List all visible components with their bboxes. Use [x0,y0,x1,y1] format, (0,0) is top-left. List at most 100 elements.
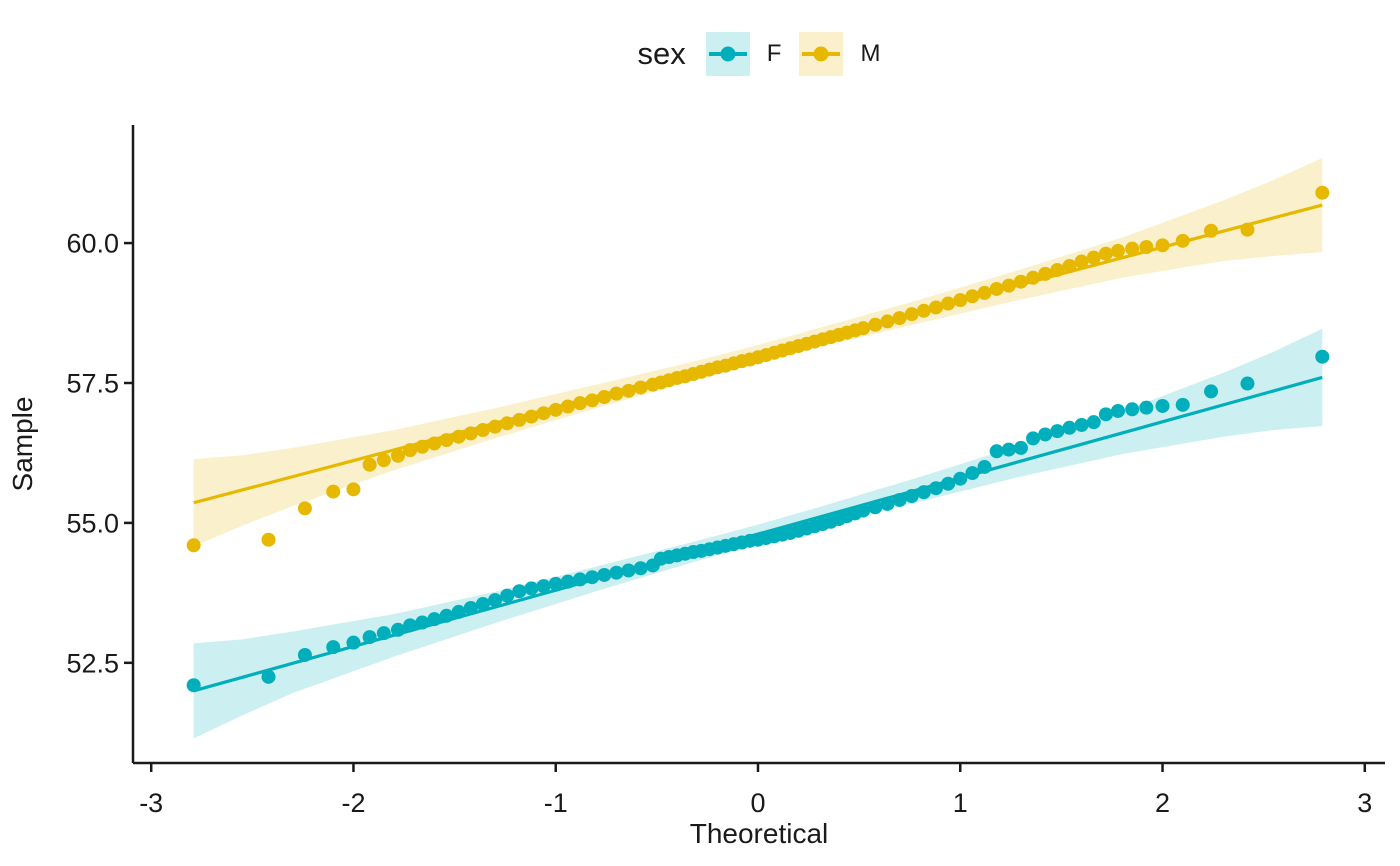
data-point-m [597,389,612,404]
data-point-f [261,669,276,684]
data-point-f [1204,384,1219,399]
data-point-f [548,576,563,591]
data-point-m [403,443,418,458]
data-point-m [1026,270,1041,285]
data-point-f [186,678,201,693]
data-point-m [536,406,551,421]
data-point-f [524,581,539,596]
data-point-f [362,630,377,645]
data-point-f [1175,397,1190,412]
data-point-f [609,565,624,580]
data-point-m [1074,254,1089,269]
data-point-f [1001,442,1016,457]
data-point-f [475,597,490,612]
legend-item-m: M [799,32,880,76]
data-point-f [1155,398,1170,413]
data-point-m [560,399,575,414]
y-tick-label: 55.0 [66,508,119,538]
data-point-m [621,383,636,398]
data-point-m [609,386,624,401]
data-point-m [1098,246,1113,261]
data-point-m [362,457,377,472]
data-point-f [928,481,943,496]
data-point-m [880,314,895,329]
x-tick-label: -3 [139,788,163,818]
data-point-m [261,532,276,547]
data-point-m [1013,274,1028,289]
data-point-m [633,380,648,395]
data-point-f [989,444,1004,459]
y-tick-label: 52.5 [66,648,119,678]
data-point-m [856,321,871,336]
data-point-m [1111,243,1126,258]
x-tick-label: 3 [1357,788,1372,818]
data-point-f [880,496,895,511]
data-point-f [390,622,405,637]
data-point-f [536,579,551,594]
data-point-m [186,538,201,553]
data-point-m [941,296,956,311]
data-point-f [585,570,600,585]
data-point-f [1062,420,1077,435]
data-point-f [1240,376,1255,391]
data-points-layer [186,185,1330,693]
data-point-f [1026,431,1041,446]
data-point-f [1086,415,1101,430]
data-point-m [512,412,527,427]
data-point-f [856,503,871,518]
data-point-f [427,612,442,627]
legend-title: sex [637,36,686,71]
data-point-m [892,311,907,326]
data-point-f [633,561,648,576]
x-tick-label: 0 [750,788,765,818]
data-point-f [326,640,341,655]
data-point-m [451,429,466,444]
data-point-f [1139,400,1154,415]
data-point-m [346,482,361,497]
data-point-f [597,567,612,582]
legend-label-f: F [766,40,782,67]
y-axis-title: Sample [7,397,38,492]
data-point-f [1074,417,1089,432]
data-point-m [1062,259,1077,274]
data-point-m [463,426,478,441]
data-point-f [572,572,587,587]
data-point-f [1098,407,1113,422]
data-point-f [1050,424,1065,439]
data-point-m [953,293,968,308]
data-point-m [1050,262,1065,277]
data-point-m [415,439,430,454]
data-point-m [1175,233,1190,248]
data-point-f [977,459,992,474]
legend-key-m-swatch [799,32,844,76]
data-point-m [1001,278,1016,293]
data-point-f [965,466,980,481]
data-point-f [1038,427,1053,442]
data-point-m [1038,266,1053,281]
data-point-f [439,608,454,623]
data-point-m [1240,222,1255,237]
data-point-m [500,416,515,431]
data-point-m [928,300,943,315]
x-tick-label: -2 [341,788,365,818]
data-point-f [1315,349,1330,364]
data-point-m [376,453,391,468]
data-point-m [1204,223,1219,238]
data-point-f [904,489,919,504]
tick-labels-layer: -3 -2 -1 0 1 2 3 52.5 55.0 57.5 60.0 [66,229,1372,818]
data-point-m [427,436,442,451]
data-point-f [1013,440,1028,455]
data-point-f [488,593,503,608]
data-point-m [989,281,1004,296]
data-point-f [451,604,466,619]
data-point-m [1315,185,1330,200]
data-point-f [868,500,883,515]
data-point-f [346,635,361,650]
data-point-f [1111,403,1126,418]
data-point-f [941,476,956,491]
points-m [186,185,1330,553]
legend: sex F M [133,31,1385,77]
data-point-f [376,626,391,641]
